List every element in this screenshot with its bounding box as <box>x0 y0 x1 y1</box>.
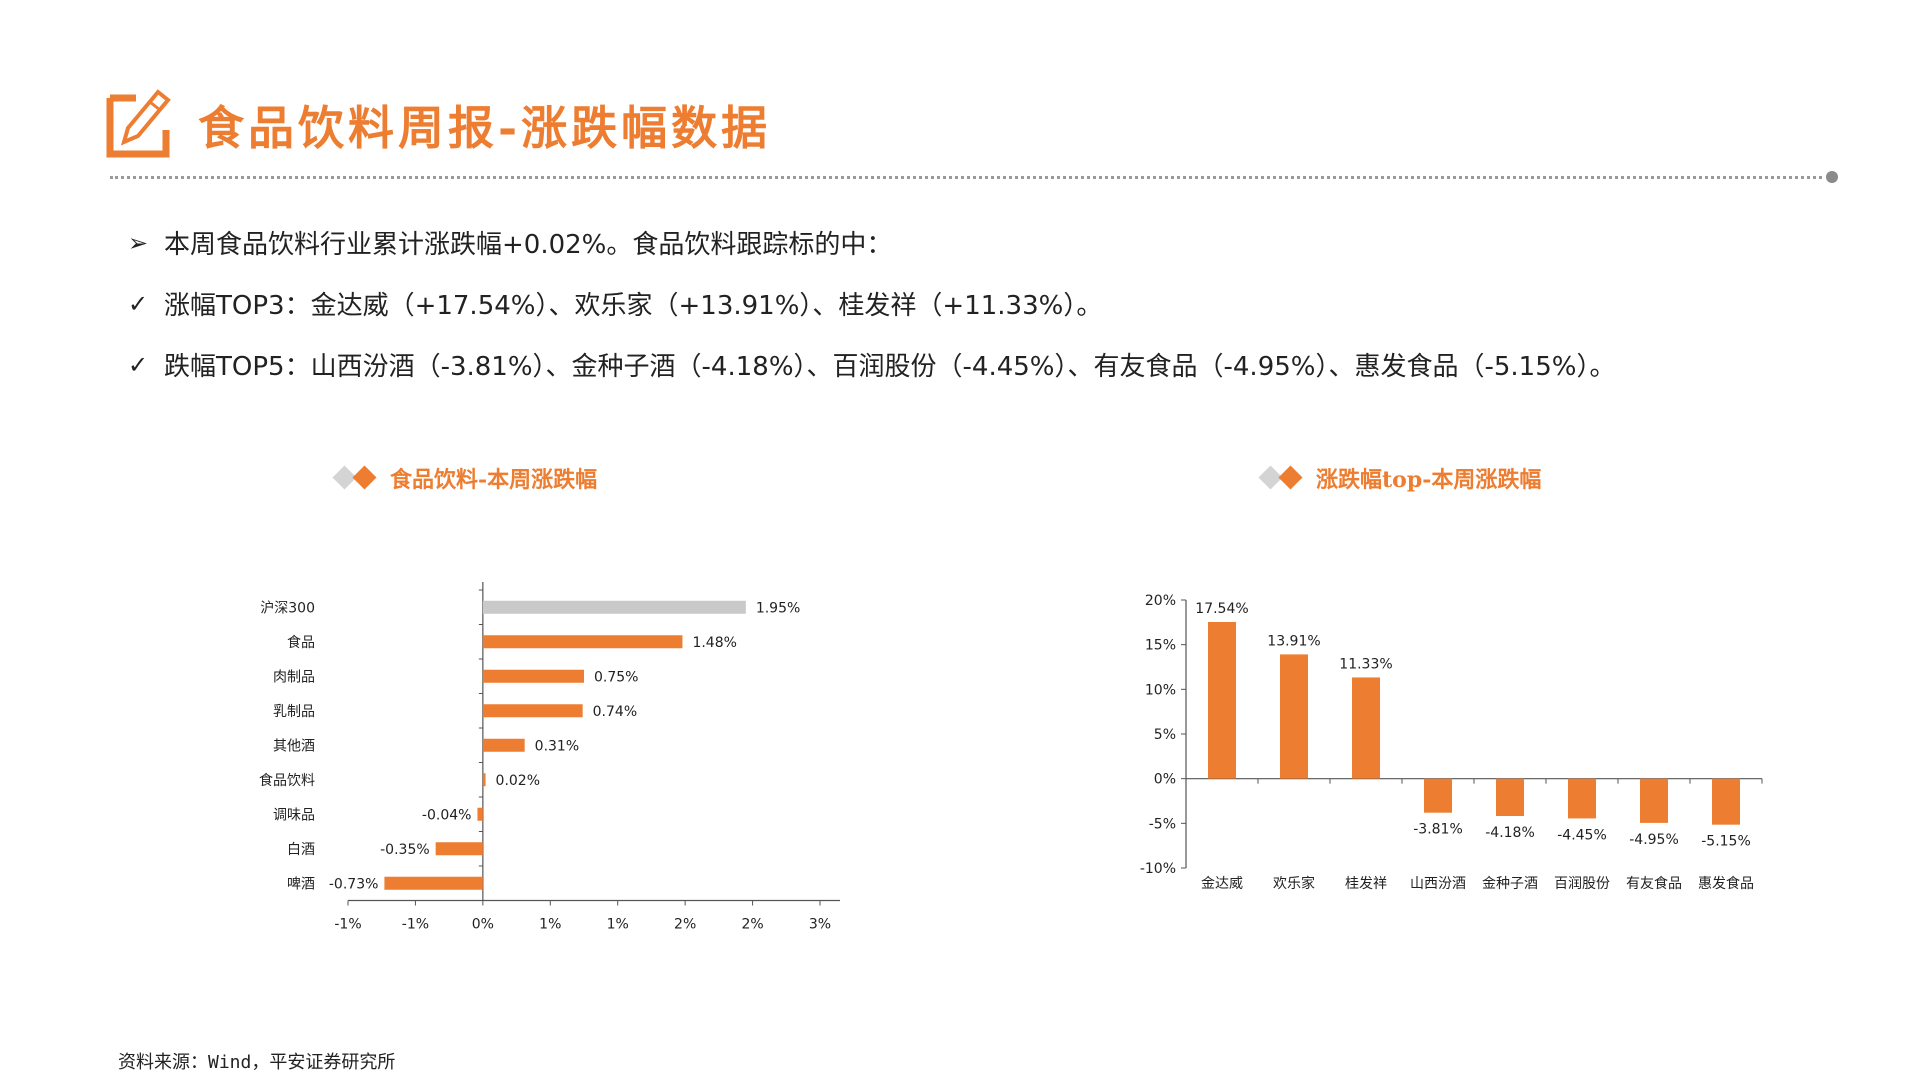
category-label: 山西汾酒 <box>1410 876 1466 892</box>
category-label: 乳制品 <box>273 704 315 720</box>
category-label: 其他酒 <box>273 738 315 754</box>
bullet-text: 跌幅TOP5：山西汾酒（-3.81%）、金种子酒（-4.18%）、百润股份（-4… <box>164 352 1616 382</box>
category-label: 有友食品 <box>1626 875 1682 892</box>
x-tick-label: 1% <box>607 917 629 931</box>
bullet-text: 本周食品饮料行业累计涨跌幅+0.02%。食品饮料跟踪标的中： <box>164 230 893 260</box>
data-label: 0.75% <box>594 669 638 685</box>
bar <box>1568 778 1596 819</box>
pencil-edit-icon <box>106 89 171 158</box>
arrow-bullet-icon: ➢ <box>128 228 149 257</box>
y-tick-label: 0% <box>1154 772 1176 788</box>
category-label: 肉制品 <box>273 669 315 685</box>
y-tick-label: 20% <box>1145 593 1176 609</box>
bar <box>1640 778 1668 823</box>
bullet-line: ✓ 涨幅TOP3：金达威（+17.54%）、欢乐家（+13.91%）、桂发祥（+… <box>128 273 1615 334</box>
category-label: 百润股份 <box>1554 876 1610 892</box>
chart-title-left: 食品饮料-本周涨跌幅 <box>332 462 597 494</box>
category-label: 欢乐家 <box>1273 875 1315 892</box>
x-tick-label: 2% <box>741 917 763 931</box>
y-tick-label: 10% <box>1145 682 1176 698</box>
bar <box>1496 778 1524 817</box>
y-tick-label: -5% <box>1149 816 1176 832</box>
category-label: 桂发祥 <box>1345 876 1387 892</box>
bar <box>482 773 486 787</box>
bar <box>482 704 583 718</box>
page-title: 食品饮料周报-涨跌幅数据 <box>198 101 772 155</box>
category-label: 金达威 <box>1201 876 1243 892</box>
data-label: -5.15% <box>1701 834 1751 850</box>
category-label: 沪深300 <box>260 600 315 616</box>
category-label: 食品饮料 <box>259 772 315 789</box>
data-label: -3.81% <box>1413 822 1463 838</box>
bar <box>1280 654 1308 779</box>
bar <box>384 876 483 890</box>
bar <box>482 600 746 614</box>
y-tick-label: 15% <box>1145 638 1176 654</box>
x-tick-label: 1% <box>539 917 561 931</box>
bar <box>435 842 483 856</box>
chart-title-right: 涨跌幅top-本周涨跌幅 <box>1258 462 1541 494</box>
data-label: 1.48% <box>692 635 736 651</box>
check-icon: ✓ <box>128 350 149 379</box>
bar <box>1352 677 1380 779</box>
data-label: 0.02% <box>496 773 540 789</box>
bar <box>1424 778 1452 813</box>
category-label: 调味品 <box>273 807 315 823</box>
check-icon: ✓ <box>128 289 149 318</box>
bar <box>482 669 584 683</box>
data-label: -0.35% <box>380 842 430 858</box>
industry-weekly-change-chart: 沪深300 1.95% 食品 1.48% 肉制品 0.75% 乳制品 0.74% 其他酒 0.31… <box>259 582 840 931</box>
data-label: 17.54% <box>1195 601 1248 617</box>
y-tick-label: 5% <box>1154 727 1176 743</box>
category-label: 白酒 <box>287 842 315 858</box>
data-label: -0.73% <box>329 876 379 892</box>
x-tick-label: 0% <box>472 917 494 931</box>
bar <box>477 807 483 821</box>
divider-end-dot <box>1826 171 1838 183</box>
bar <box>482 738 525 752</box>
category-label: 啤酒 <box>287 876 315 892</box>
chart-title-text: 食品饮料-本周涨跌幅 <box>390 467 598 493</box>
x-tick-label: 3% <box>809 917 831 931</box>
data-label: -4.18% <box>1485 825 1535 841</box>
data-label: 0.31% <box>535 738 579 754</box>
y-tick-label: -10% <box>1140 861 1176 877</box>
bullet-line: ➢ 本周食品饮料行业累计涨跌幅+0.02%。食品饮料跟踪标的中： <box>128 212 1615 273</box>
category-label: 惠发食品 <box>1698 875 1754 892</box>
x-tick-label: -1% <box>402 917 429 931</box>
diamond-icon <box>332 464 384 492</box>
data-label: -0.04% <box>422 807 472 823</box>
top-movers-weekly-change-chart: 20% 15% 10% 5% 0% -5% -10% 17.54% 金达威 13.91% 欢乐家 11… <box>1140 593 1763 892</box>
summary-bullets: ➢ 本周食品饮料行业累计涨跌幅+0.02%。食品饮料跟踪标的中： ✓ 涨幅TOP… <box>128 212 1615 395</box>
data-label: 0.74% <box>593 704 637 720</box>
data-label: 13.91% <box>1267 633 1320 649</box>
header-divider <box>110 176 1822 179</box>
bar <box>1208 621 1236 779</box>
x-tick-label: 2% <box>674 917 696 931</box>
bar <box>482 635 683 649</box>
data-label: -4.45% <box>1557 827 1607 843</box>
diamond-icon <box>1258 464 1310 492</box>
source-note: 资料来源：Wind，平安证券研究所 <box>118 1052 396 1073</box>
category-label: 食品 <box>287 634 315 651</box>
bullet-line: ✓ 跌幅TOP5：山西汾酒（-3.81%）、金种子酒（-4.18%）、百润股份（… <box>128 334 1615 395</box>
data-label: 1.95% <box>756 600 800 616</box>
data-label: -4.95% <box>1629 832 1679 848</box>
bullet-text: 涨幅TOP3：金达威（+17.54%）、欢乐家（+13.91%）、桂发祥（+11… <box>164 291 1103 321</box>
category-label: 金种子酒 <box>1482 876 1538 892</box>
chart-title-text: 涨跌幅top-本周涨跌幅 <box>1316 467 1542 493</box>
data-label: 11.33% <box>1339 656 1392 672</box>
x-tick-label: -1% <box>334 917 361 931</box>
bar <box>1712 778 1740 825</box>
